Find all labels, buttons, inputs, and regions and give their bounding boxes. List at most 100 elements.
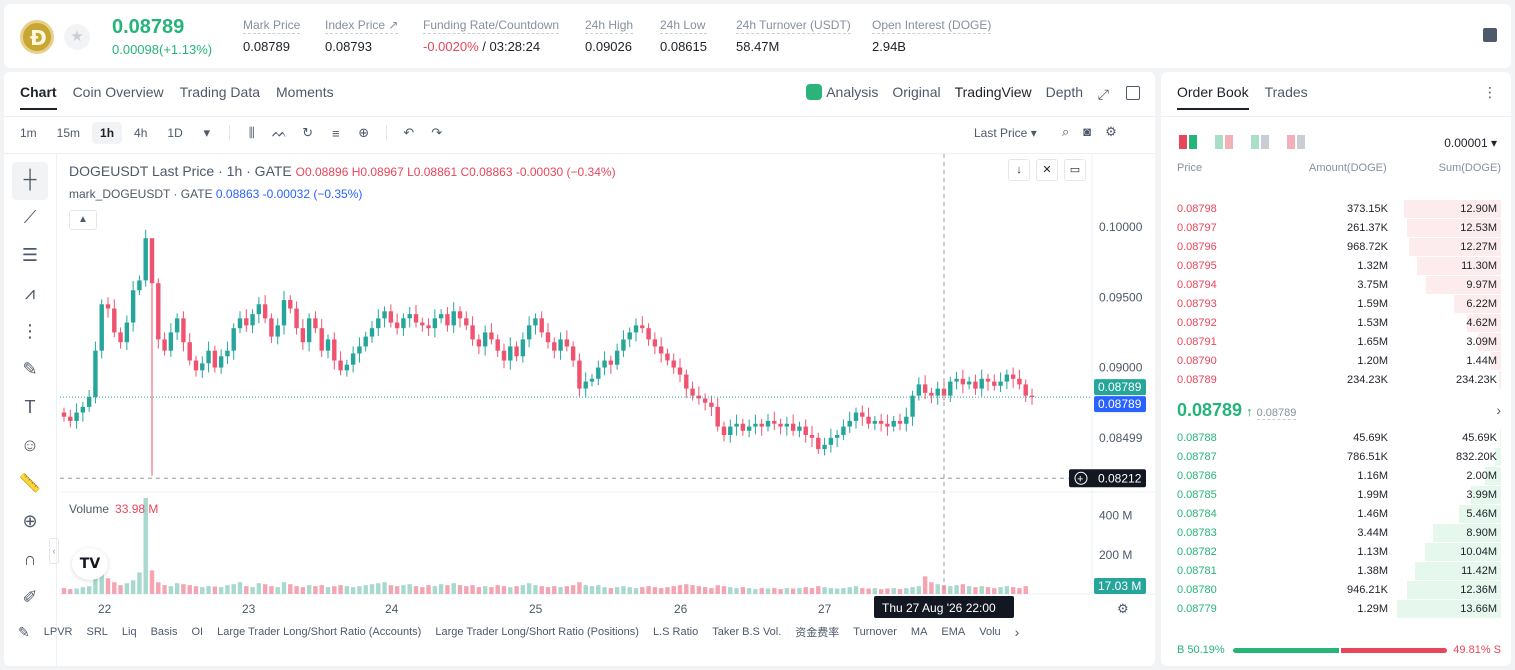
- ask-row[interactable]: 0.08798 373.15K 12.90M: [1161, 200, 1511, 219]
- indicators-icon[interactable]: ᨓ: [271, 125, 288, 140]
- indicator-lt-accounts[interactable]: Large Trader Long/Short Ratio (Accounts): [217, 626, 422, 638]
- indicator-srl[interactable]: SRL: [86, 626, 108, 638]
- timeframe-dropdown-icon[interactable]: ▾: [203, 125, 210, 140]
- bid-row[interactable]: 0.08788 45.69K 45.69K: [1161, 429, 1511, 448]
- ruler-icon[interactable]: 📏: [18, 473, 42, 493]
- candlestick-chart[interactable]: 0.10000 0.09500 0.09000 0.08499 400 M 200 M 0.…: [4, 72, 1155, 666]
- indicator-ls-ratio[interactable]: L.S Ratio: [652, 626, 699, 638]
- indicator-turnover[interactable]: Turnover: [853, 626, 897, 638]
- indicator-ema[interactable]: EMA: [941, 626, 966, 638]
- indicator-volume[interactable]: Volu: [979, 626, 1001, 638]
- timeframe-4h[interactable]: 4h: [134, 126, 148, 140]
- candle-body: [451, 311, 456, 326]
- ask-row[interactable]: 0.08794 3.75M 9.97M: [1161, 276, 1511, 295]
- collapse-icon[interactable]: ✕: [1036, 159, 1058, 181]
- tradingview-logo[interactable]: TV: [72, 548, 108, 580]
- view-sell-icon[interactable]: [1287, 135, 1305, 149]
- indicator-basis[interactable]: Basis: [150, 626, 178, 638]
- search-icon[interactable]: ⌕: [1062, 124, 1070, 139]
- ask-row[interactable]: 0.08795 1.32M 11.30M: [1161, 257, 1511, 276]
- bid-row[interactable]: 0.08784 1.46M 5.46M: [1161, 505, 1511, 524]
- refresh-icon[interactable]: ↻: [302, 125, 314, 140]
- indicator-oi[interactable]: OI: [191, 626, 204, 638]
- bid-row[interactable]: 0.08783 3.44M 8.90M: [1161, 524, 1511, 543]
- indicator-liq[interactable]: Liq: [121, 626, 137, 638]
- indicator-funding-rate[interactable]: 资金费率: [795, 627, 840, 639]
- view-asks-icon[interactable]: [1215, 135, 1233, 149]
- timeframe-1m[interactable]: 1m: [20, 126, 37, 140]
- fullscreen-icon[interactable]: [1126, 86, 1140, 100]
- tab-tradingview[interactable]: TradingView: [954, 84, 1032, 100]
- precision-select[interactable]: 0.00001 ▾: [1444, 136, 1497, 150]
- zoom-in-icon[interactable]: ⊕: [22, 511, 38, 531]
- ask-row[interactable]: 0.08797 261.37K 12.53M: [1161, 219, 1511, 238]
- price-type-select[interactable]: Last Price ▾: [974, 126, 1037, 140]
- chevron-right-icon[interactable]: ›: [1014, 624, 1020, 640]
- view-both-icon[interactable]: [1179, 135, 1197, 149]
- tab-chart[interactable]: Chart: [20, 84, 57, 110]
- indicator-lpvr[interactable]: LPVR: [43, 626, 73, 638]
- collapse-toolbar-button[interactable]: ‹: [49, 538, 59, 564]
- collapse-legend-button[interactable]: ▲: [69, 210, 97, 230]
- indicator-ma[interactable]: MA: [910, 626, 928, 638]
- timeframe-15m[interactable]: 15m: [56, 126, 81, 140]
- tab-trades[interactable]: Trades: [1264, 84, 1308, 100]
- stat-label[interactable]: Open Interest (DOGE): [872, 18, 992, 34]
- restore-icon[interactable]: ▭: [1064, 159, 1086, 181]
- emoji-icon[interactable]: ☺: [20, 435, 40, 455]
- brush-icon[interactable]: ✎: [22, 359, 38, 379]
- ask-row[interactable]: 0.08790 1.20M 1.44M: [1161, 352, 1511, 371]
- tab-moments[interactable]: Moments: [276, 84, 334, 100]
- ask-row[interactable]: 0.08793 1.59M 6.22M: [1161, 295, 1511, 314]
- horizontal-lines-icon[interactable]: ☰: [21, 245, 39, 265]
- bid-row[interactable]: 0.08786 1.16M 2.00M: [1161, 467, 1511, 486]
- bid-row[interactable]: 0.08782 1.13M 10.04M: [1161, 543, 1511, 562]
- tab-depth[interactable]: Depth: [1045, 84, 1083, 100]
- bid-row[interactable]: 0.08779 1.29M 13.66M: [1161, 600, 1511, 619]
- undo-icon[interactable]: ↶: [403, 125, 415, 140]
- stat-label[interactable]: Funding Rate/Countdown: [423, 18, 560, 34]
- chevron-right-icon[interactable]: ›: [1496, 402, 1501, 418]
- volume-tick-label: 200 M: [1099, 548, 1132, 562]
- tab-analysis[interactable]: Analysis: [806, 84, 878, 100]
- candle-type-icon[interactable]: ⫼: [248, 125, 255, 140]
- fib-icon[interactable]: ⋮: [21, 321, 39, 341]
- ask-row[interactable]: 0.08791 1.65M 3.09M: [1161, 333, 1511, 352]
- view-bids-icon[interactable]: [1251, 135, 1269, 149]
- indicator-lt-positions[interactable]: Large Trader Long/Short Ratio (Positions…: [435, 626, 639, 638]
- crosshair-icon[interactable]: ┼: [12, 162, 48, 200]
- stat-label[interactable]: Mark Price: [243, 18, 301, 34]
- tab-trading-data[interactable]: Trading Data: [179, 84, 261, 100]
- mark-legend-title: mark_DOGEUSDT · GATE: [69, 187, 213, 201]
- redo-icon[interactable]: ↷: [431, 125, 443, 140]
- expand-icon[interactable]: ⤢: [1097, 86, 1109, 102]
- ask-row[interactable]: 0.08789 234.23K 234.23K: [1161, 371, 1511, 390]
- timeframe-1d[interactable]: 1D: [167, 126, 183, 140]
- ask-row[interactable]: 0.08792 1.53M 4.62M: [1161, 314, 1511, 333]
- edit-icon[interactable]: ✎: [18, 623, 30, 640]
- text-icon[interactable]: T: [24, 397, 36, 417]
- indicator-taker-vol[interactable]: Taker B.S Vol.: [712, 626, 782, 638]
- ask-row[interactable]: 0.08796 968.72K 12.27M: [1161, 238, 1511, 257]
- more-options-icon[interactable]: ⋮: [1483, 84, 1497, 100]
- trend-line-icon[interactable]: ⟋: [23, 207, 37, 227]
- stat-label[interactable]: Index Price ↗: [325, 18, 399, 34]
- favorite-star-icon[interactable]: ★: [64, 24, 90, 50]
- notebook-icon[interactable]: [1483, 28, 1497, 42]
- scroll-down-icon[interactable]: ↓: [1008, 159, 1030, 181]
- tab-order-book[interactable]: Order Book: [1177, 84, 1249, 110]
- bid-row[interactable]: 0.08781 1.38M 11.42M: [1161, 562, 1511, 581]
- bid-row[interactable]: 0.08780 946.21K 12.36M: [1161, 581, 1511, 600]
- magnet-icon[interactable]: ∩: [23, 549, 37, 569]
- gear-icon[interactable]: ⚙: [1105, 124, 1117, 139]
- pattern-icon[interactable]: ⩘: [24, 283, 36, 303]
- timeframe-1h[interactable]: 1h: [92, 122, 123, 144]
- add-indicator-icon[interactable]: ⊕: [358, 125, 370, 140]
- template-icon[interactable]: ≡: [331, 125, 340, 141]
- bid-row[interactable]: 0.08785 1.99M 3.99M: [1161, 486, 1511, 505]
- bid-row[interactable]: 0.08787 786.51K 832.20K: [1161, 448, 1511, 467]
- tab-coin-overview[interactable]: Coin Overview: [72, 84, 164, 100]
- camera-icon[interactable]: ◙: [1083, 124, 1092, 139]
- tab-original[interactable]: Original: [892, 84, 941, 100]
- pencil-icon[interactable]: ✐: [22, 587, 38, 607]
